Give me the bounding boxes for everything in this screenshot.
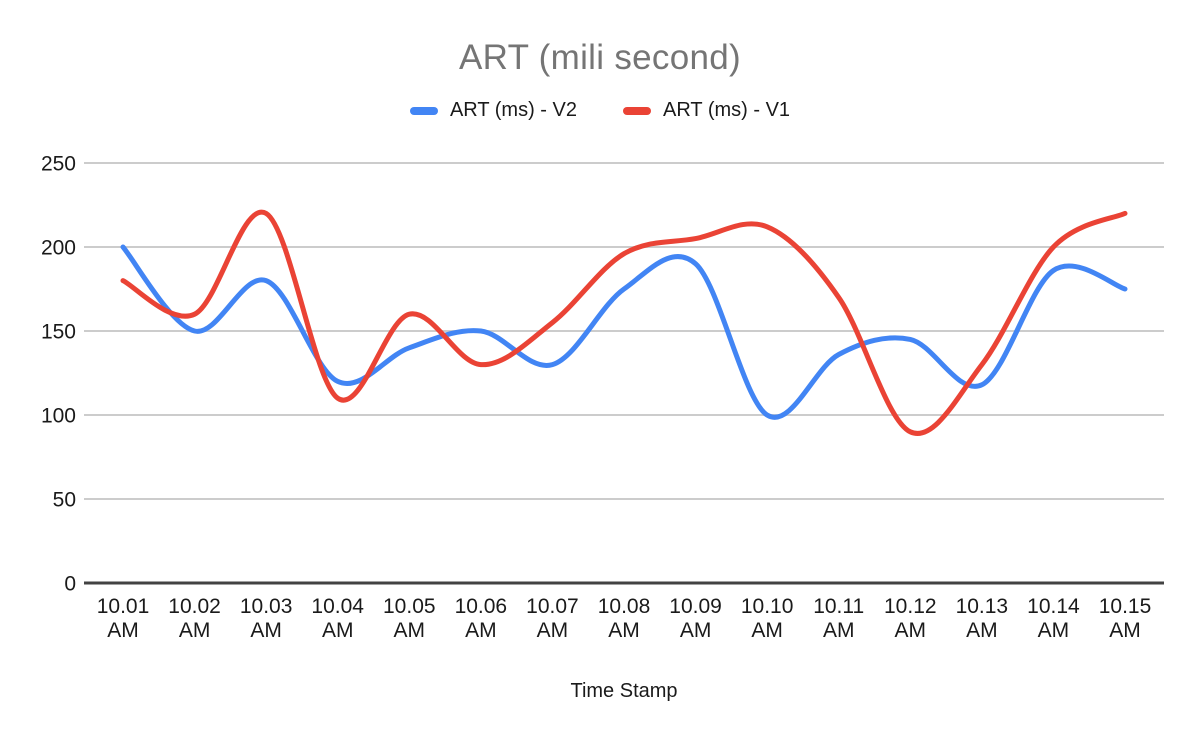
x-tick-label: 10.07 AM — [526, 595, 579, 642]
v2-series-label: ART (ms) - V2 — [449, 99, 577, 121]
x-tick-label: 10.15 AM — [1099, 595, 1152, 642]
y-tick-label: 100 — [41, 405, 76, 428]
x-tick-label: 10.11 AM — [813, 595, 864, 642]
x-tick-label: 10.14 AM — [1027, 595, 1080, 642]
v1-series-swatch-icon — [623, 106, 651, 115]
chart-legend: ART (ms) - V2 ART (ms) - V1 — [0, 99, 1200, 122]
v1-series-label: ART (ms) - V1 — [663, 99, 791, 121]
y-tick-label: 0 — [64, 573, 76, 596]
legend-item-v1: ART (ms) - V1 — [623, 99, 790, 122]
y-tick-label: 150 — [41, 321, 76, 344]
y-tick-label: 200 — [41, 237, 76, 260]
x-tick-label: 10.08 AM — [598, 595, 651, 642]
x-tick-label: 10.02 AM — [168, 595, 221, 642]
series-line-v2 — [120, 244, 1128, 420]
x-tick-label: 10.04 AM — [311, 595, 364, 642]
x-tick-label: 10.09 AM — [669, 595, 722, 642]
x-tick-label: 10.13 AM — [956, 595, 1009, 642]
x-tick-label: 10.12 AM — [884, 595, 937, 642]
series-line-v1 — [120, 209, 1128, 436]
x-tick-label: 10.05 AM — [383, 595, 436, 642]
legend-item-v2: ART (ms) - V2 — [409, 99, 577, 122]
v2-series-swatch-icon — [409, 106, 438, 115]
x-axis-title: Time Stamp — [570, 680, 678, 702]
chart-title: ART (mili second) — [459, 38, 741, 77]
y-tick-label: 250 — [41, 153, 76, 176]
x-tick-label: 10.10 AM — [741, 595, 794, 642]
x-tick-label: 10.03 AM — [240, 595, 293, 642]
x-tick-label: 10.01 AM — [97, 595, 150, 642]
x-tick-label: 10.06 AM — [455, 595, 508, 642]
y-tick-label: 50 — [53, 489, 76, 512]
